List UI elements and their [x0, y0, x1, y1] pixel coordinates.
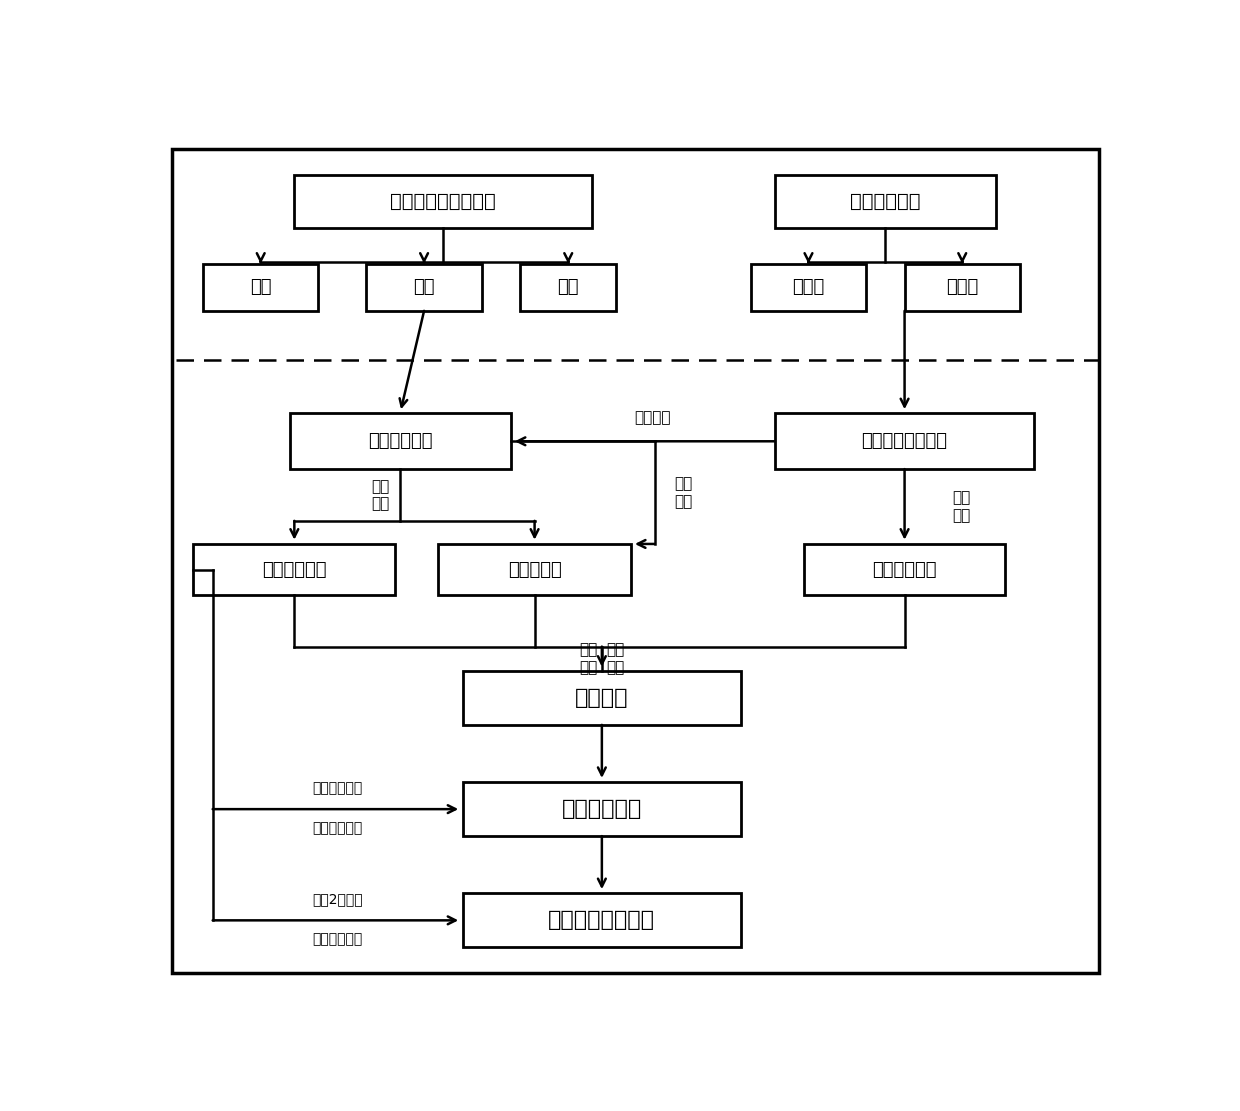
- Bar: [294, 176, 593, 228]
- Bar: [751, 263, 867, 311]
- Bar: [193, 544, 396, 595]
- Bar: [290, 413, 511, 469]
- Bar: [367, 263, 481, 311]
- Text: 临近预报（最终）: 临近预报（最终）: [548, 910, 656, 930]
- Text: 推求等效潮差: 推求等效潮差: [368, 432, 433, 450]
- Bar: [439, 544, 631, 595]
- Text: 调整相关曲线: 调整相关曲线: [312, 932, 363, 947]
- Bar: [521, 263, 616, 311]
- Text: 潮汐: 潮汐: [250, 278, 272, 297]
- Text: 波浪: 波浪: [413, 278, 435, 297]
- Text: 前期预报: 前期预报: [575, 688, 629, 708]
- Bar: [463, 782, 742, 837]
- Bar: [463, 671, 742, 724]
- Text: 提供参数: 提供参数: [634, 410, 671, 424]
- Bar: [905, 263, 1021, 311]
- Text: 相关
分析: 相关 分析: [372, 479, 389, 511]
- Bar: [775, 176, 996, 228]
- Text: 窗口期新资料: 窗口期新资料: [312, 781, 363, 794]
- Text: 预报基槽回淤: 预报基槽回淤: [872, 561, 937, 579]
- Bar: [203, 263, 319, 311]
- Text: 边界
条件: 边界 条件: [675, 477, 692, 509]
- Text: 调整相关曲线: 调整相关曲线: [312, 821, 363, 835]
- Bar: [804, 544, 1006, 595]
- Text: 临近2天资料: 临近2天资料: [312, 892, 363, 905]
- Text: 径流: 径流: [558, 278, 579, 297]
- Bar: [775, 413, 1034, 469]
- Text: 预报含沙量: 预报含沙量: [507, 561, 562, 579]
- Text: 三维水沙数学模型: 三维水沙数学模型: [862, 432, 947, 450]
- Text: 现场实测资料: 现场实测资料: [851, 192, 920, 211]
- Text: 淤积盒: 淤积盒: [946, 278, 978, 297]
- Text: 直接
模拟: 直接 模拟: [952, 490, 971, 522]
- Text: 专家
决策: 专家 决策: [579, 642, 596, 675]
- Bar: [463, 893, 742, 948]
- Text: 海洋预报及上游资料: 海洋预报及上游资料: [391, 192, 496, 211]
- Text: 预报基槽回淤: 预报基槽回淤: [262, 561, 326, 579]
- Text: 含沙量: 含沙量: [792, 278, 825, 297]
- Text: 综合
分析: 综合 分析: [606, 642, 625, 675]
- Text: 中期跟踪预警: 中期跟踪预警: [562, 799, 642, 819]
